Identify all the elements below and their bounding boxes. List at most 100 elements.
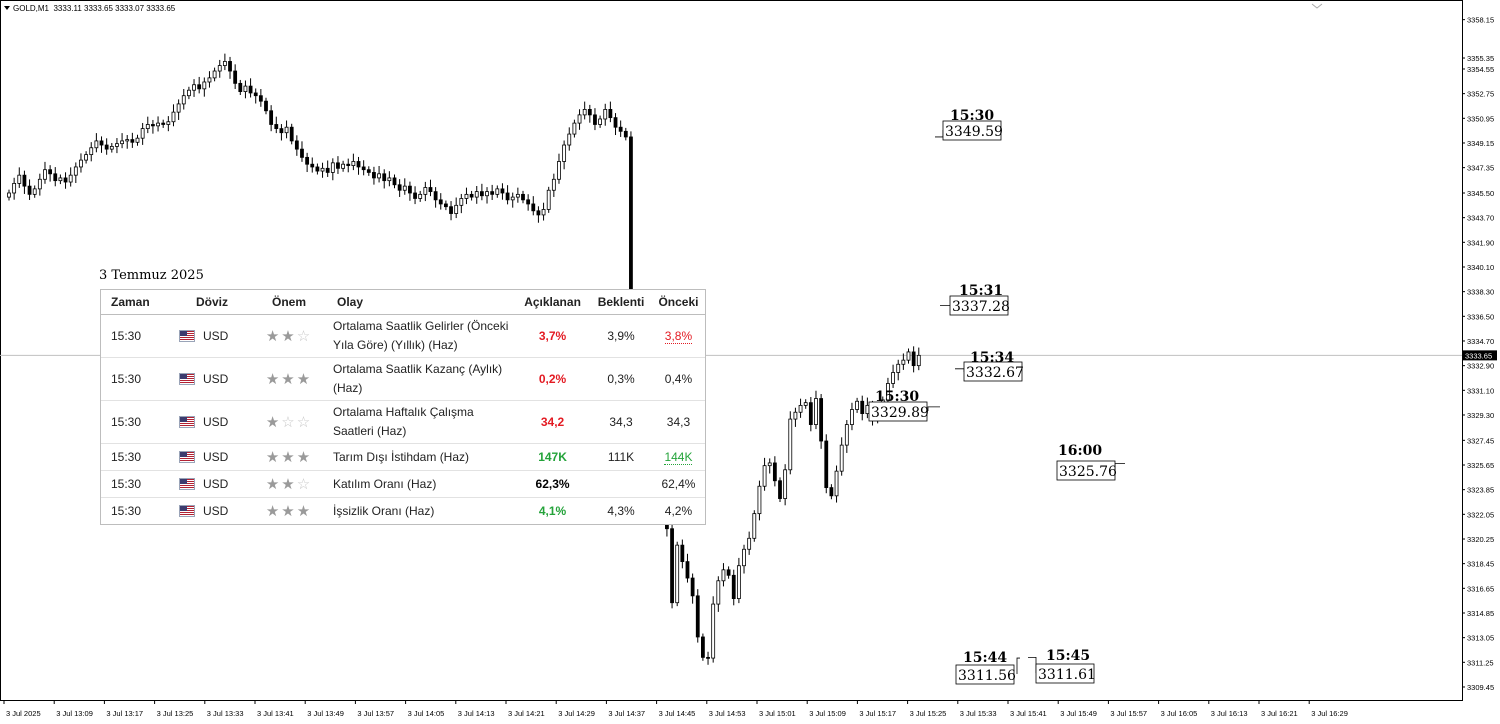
annotation-price: 3311.61 (1038, 667, 1096, 683)
candle (814, 390, 818, 430)
us-flag-icon (179, 357, 203, 401)
candle (500, 183, 505, 200)
row-previous: 144K (651, 443, 705, 471)
x-tick-label: 3 Jul 16:21 (1261, 709, 1298, 718)
chart-shift-marker (1311, 3, 1323, 9)
x-tick-label: 3 Jul 13:57 (357, 709, 394, 718)
candle (310, 157, 315, 173)
row-event[interactable]: Ortalama Saatlik Gelirler (Önceki Yıla G… (333, 314, 515, 358)
y-tick-label: 3336.50 (1467, 312, 1494, 321)
calendar-row[interactable]: 15:30 USD ★★☆ Katılım Oranı (Haz) 62,3% 62,4% (101, 470, 705, 498)
row-forecast: 3,9% (590, 314, 652, 358)
candle (433, 187, 438, 208)
candle (330, 158, 335, 181)
candle (408, 181, 412, 201)
symbol-dropdown-icon[interactable] (4, 6, 10, 10)
candle (562, 140, 567, 170)
y-tick-label: 3329.30 (1467, 411, 1494, 420)
candle (701, 633, 705, 661)
candle (58, 174, 63, 185)
row-actual: 34,2 (515, 400, 591, 444)
calendar-row[interactable]: 15:30 USD ★☆☆ Ortalama Haftalık Çalışma Saa… (101, 400, 705, 444)
candle (767, 458, 772, 474)
row-event[interactable]: Ortalama Saatlik Kazanç (Aylık) (Haz) (333, 357, 515, 401)
candle (99, 136, 104, 153)
candle (84, 151, 88, 164)
importance-stars-icon: ★☆☆ (245, 400, 333, 444)
candle (212, 67, 217, 82)
current-price-tag (1463, 350, 1497, 361)
row-time: 15:30 (101, 357, 179, 401)
calendar-row[interactable]: 15:30 USD ★★☆ Ortalama Saatlik Gelirler (Ön… (101, 314, 705, 358)
candle (510, 192, 515, 208)
candle (485, 187, 489, 204)
row-event[interactable]: Ortalama Haftalık Çalışma Saatleri (Haz) (333, 400, 515, 444)
candle (546, 186, 551, 213)
annotation-price: 3332.67 (966, 365, 1024, 381)
candle (418, 190, 423, 202)
candle (803, 399, 808, 409)
candle (135, 134, 140, 146)
candle (906, 348, 911, 364)
x-tick-label: 3 Jul 15:49 (1060, 709, 1097, 718)
y-tick-label: 3341.90 (1467, 238, 1494, 247)
price-annotation: 15:44 3311.56 (955, 650, 1020, 685)
x-tick-label: 3 Jul 15:17 (859, 709, 896, 718)
candle (130, 132, 135, 148)
y-tick-label: 3345.50 (1467, 189, 1494, 198)
candle (207, 71, 212, 88)
row-event[interactable]: Tarım Dışı İstihdam (Haz) (333, 443, 515, 471)
us-flag-icon (179, 497, 203, 524)
y-tick-label: 3354.55 (1467, 65, 1494, 74)
candle (156, 116, 160, 132)
symbol-ohlc: 3333.11 3333.65 3333.07 3333.65 (53, 4, 176, 13)
x-tick-label: 3 Jul 14:37 (608, 709, 645, 718)
x-tick-label: 3 Jul 13:41 (257, 709, 294, 718)
annotation-price: 3329.89 (871, 405, 929, 421)
candle (459, 193, 464, 214)
candle (690, 573, 695, 604)
y-tick-label: 3331.10 (1467, 386, 1494, 395)
y-tick-label: 3311.25 (1467, 658, 1494, 667)
calendar-row[interactable]: 15:30 USD ★★★ Tarım Dışı İstihdam (Haz) 147K… (101, 443, 705, 471)
calendar-row[interactable]: 15:30 USD ★★★ İşsizlik Oranı (Haz) 4,1% 4,3% 4… (101, 497, 705, 524)
candle (248, 78, 253, 98)
candle (891, 364, 895, 388)
calendar-row[interactable]: 15:30 USD ★★★ Ortalama Saatlik Kazanç (Aylı… (101, 357, 705, 401)
candle (269, 105, 274, 132)
x-tick-label: 3 Jul 16:13 (1211, 709, 1248, 718)
candle (567, 127, 572, 151)
candle (341, 160, 346, 172)
candle (670, 521, 674, 609)
y-tick-label: 3343.70 (1467, 214, 1494, 223)
importance-stars-icon: ★★★ (245, 357, 333, 401)
candle (202, 77, 207, 97)
candle (73, 162, 78, 183)
candle (531, 196, 536, 216)
annotation-price: 3349.59 (945, 124, 1003, 140)
annotation-time: 15:31 (959, 283, 1003, 299)
candle (423, 181, 428, 202)
x-tick-label: 3 Jul 13:49 (307, 709, 344, 718)
candle (474, 186, 479, 204)
candle (479, 183, 484, 201)
us-flag-icon (179, 443, 203, 471)
x-tick-label: 3 Jul 14:05 (408, 709, 445, 718)
row-event[interactable]: Katılım Oranı (Haz) (333, 470, 515, 498)
candle (593, 108, 597, 131)
candle (855, 397, 859, 413)
row-event[interactable]: İşsizlik Oranı (Haz) (333, 497, 515, 524)
annotation-box (955, 664, 1015, 685)
candle (140, 122, 145, 145)
x-tick-label: 3 Jul 15:01 (759, 709, 796, 718)
candle (53, 167, 58, 187)
candle (721, 563, 726, 587)
candle (850, 402, 854, 431)
annotation-time: 15:30 (950, 108, 994, 124)
candle (726, 566, 731, 579)
y-tick-label: 3358.15 (1467, 16, 1494, 25)
x-tick-label: 3 Jul 16:05 (1161, 709, 1198, 718)
candle (762, 457, 767, 491)
